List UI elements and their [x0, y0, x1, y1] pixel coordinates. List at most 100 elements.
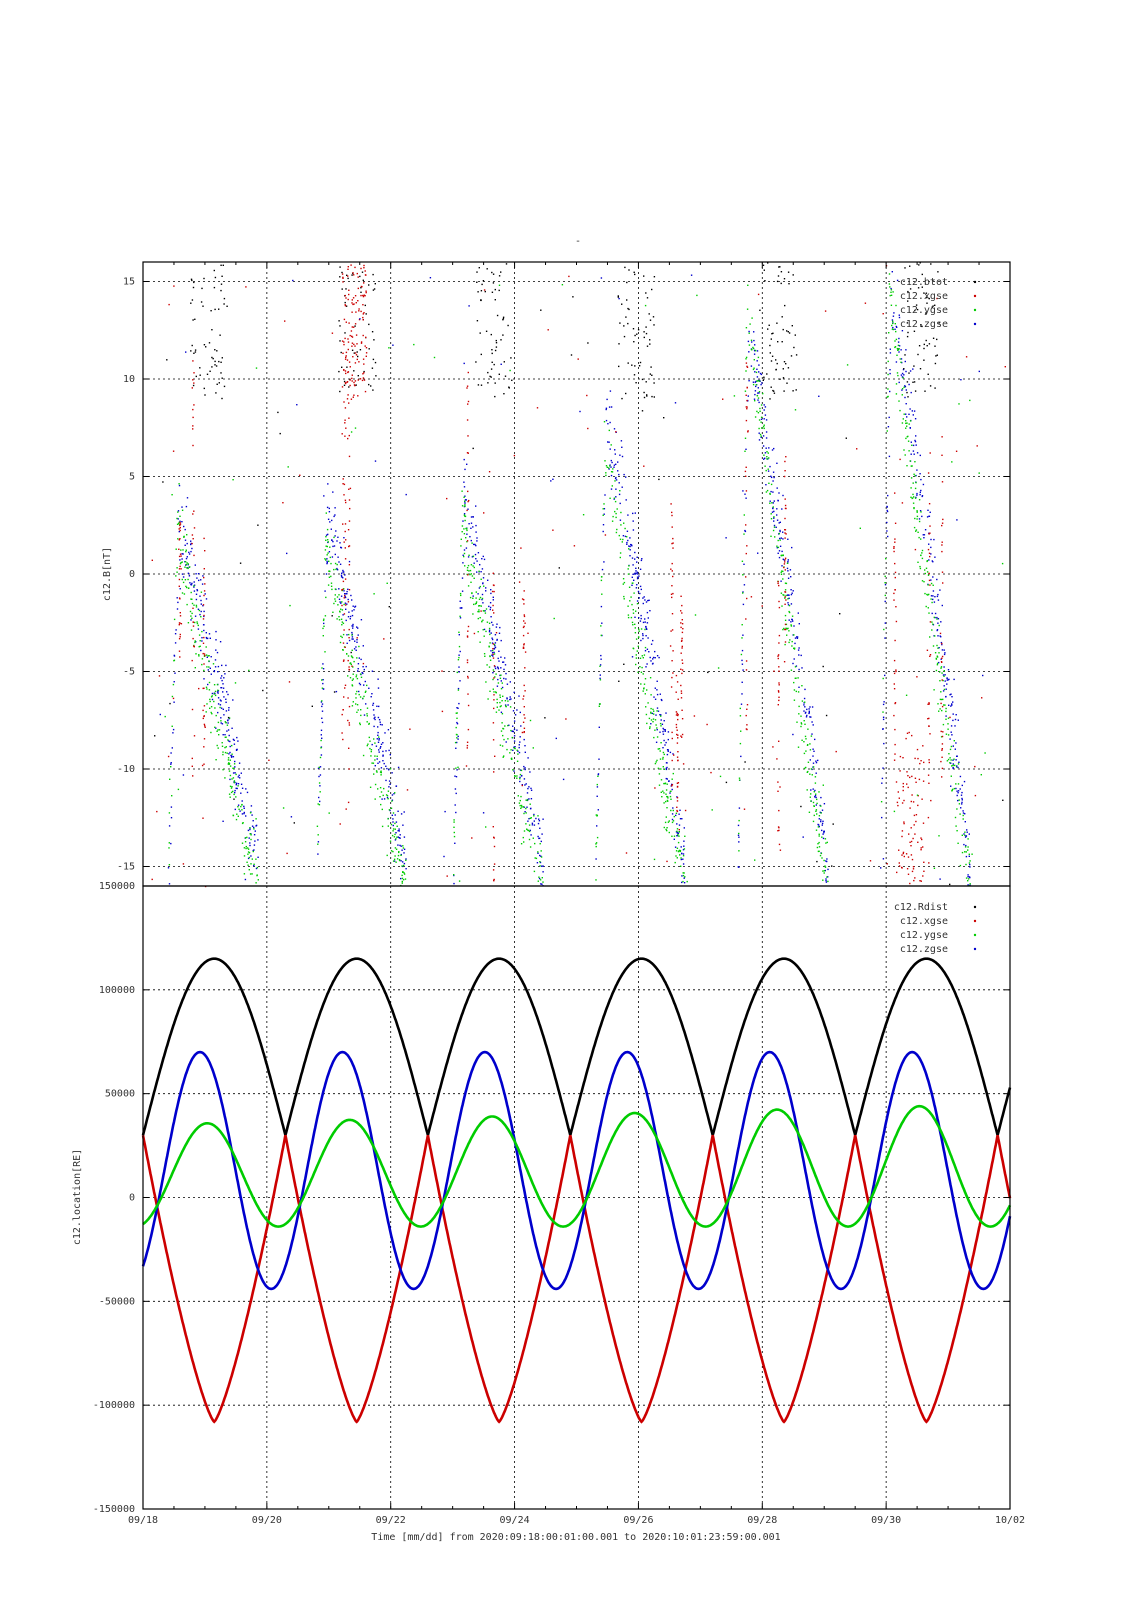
data-point — [640, 683, 642, 685]
data-point — [523, 806, 525, 808]
data-point — [500, 711, 503, 713]
data-point — [649, 727, 651, 730]
data-point — [635, 657, 638, 659]
data-point — [248, 869, 250, 871]
data-point — [921, 286, 923, 288]
data-point — [978, 370, 980, 373]
data-point — [402, 845, 404, 847]
data-point — [516, 729, 518, 731]
data-point — [240, 792, 242, 794]
data-point — [179, 524, 181, 527]
data-point — [502, 661, 504, 663]
data-point — [947, 728, 949, 730]
data-point — [192, 607, 194, 609]
data-point — [251, 873, 253, 875]
data-point — [642, 634, 644, 637]
data-point — [682, 855, 685, 857]
data-point — [524, 667, 526, 669]
data-point — [906, 465, 908, 467]
data-point — [382, 750, 384, 753]
data-point — [952, 719, 954, 722]
data-point — [342, 588, 344, 591]
data-point — [462, 554, 464, 556]
data-point — [176, 517, 178, 520]
data-point — [796, 721, 798, 723]
data-point — [747, 431, 749, 433]
data-point — [961, 803, 963, 805]
data-point — [814, 776, 817, 778]
data-point — [680, 857, 682, 859]
data-point — [600, 625, 602, 627]
data-point — [235, 784, 237, 786]
data-point — [244, 837, 247, 839]
data-point — [936, 595, 939, 598]
data-point — [818, 835, 820, 837]
data-point — [629, 545, 631, 548]
data-point — [334, 507, 336, 509]
data-point — [906, 771, 908, 773]
data-point — [676, 823, 678, 825]
data-point — [349, 662, 351, 665]
panel1-y-tick-label: 10 — [123, 374, 135, 385]
data-point — [517, 750, 519, 752]
data-point — [268, 759, 270, 761]
data-point — [178, 521, 180, 524]
data-point — [625, 476, 627, 478]
data-point — [1002, 799, 1004, 801]
data-point — [202, 624, 205, 626]
data-point — [967, 876, 969, 878]
data-point — [497, 657, 499, 660]
data-point — [200, 591, 203, 593]
data-point — [493, 653, 496, 655]
data-point — [646, 297, 649, 299]
data-point — [369, 786, 372, 788]
data-point — [461, 525, 464, 527]
data-point — [409, 728, 411, 730]
data-point — [504, 664, 507, 666]
data-point — [779, 521, 781, 523]
data-point — [357, 627, 359, 629]
data-point — [681, 659, 683, 661]
data-point — [897, 804, 899, 807]
data-point — [941, 776, 943, 778]
data-point — [824, 869, 826, 872]
data-point — [343, 541, 345, 543]
data-point — [232, 479, 234, 481]
data-point — [634, 551, 636, 554]
data-point — [666, 807, 668, 809]
data-point — [798, 705, 800, 708]
data-point — [646, 395, 648, 397]
data-point — [523, 625, 525, 628]
data-point — [433, 356, 436, 359]
data-point — [639, 620, 642, 622]
data-point — [168, 883, 171, 885]
data-point — [810, 768, 813, 770]
data-point — [537, 815, 539, 817]
data-point — [929, 532, 931, 534]
data-point — [514, 714, 517, 716]
data-point — [351, 705, 354, 707]
data-point — [919, 567, 922, 570]
data-point — [920, 538, 922, 540]
data-point — [351, 665, 353, 667]
data-point — [487, 382, 489, 384]
data-point — [673, 835, 676, 837]
data-point — [219, 334, 221, 336]
data-point — [825, 714, 828, 717]
data-point — [902, 368, 905, 371]
data-point — [796, 636, 799, 638]
data-point — [347, 655, 350, 657]
data-point — [882, 313, 884, 315]
data-point — [659, 714, 661, 716]
data-point — [219, 641, 222, 643]
data-point — [390, 850, 393, 852]
data-point — [357, 670, 359, 672]
data-point — [374, 283, 376, 285]
data-point — [355, 649, 357, 651]
data-point — [785, 594, 787, 597]
data-point — [388, 809, 391, 811]
data-point — [670, 503, 672, 505]
data-point — [786, 562, 789, 564]
data-point — [910, 496, 912, 498]
data-point — [676, 806, 678, 808]
